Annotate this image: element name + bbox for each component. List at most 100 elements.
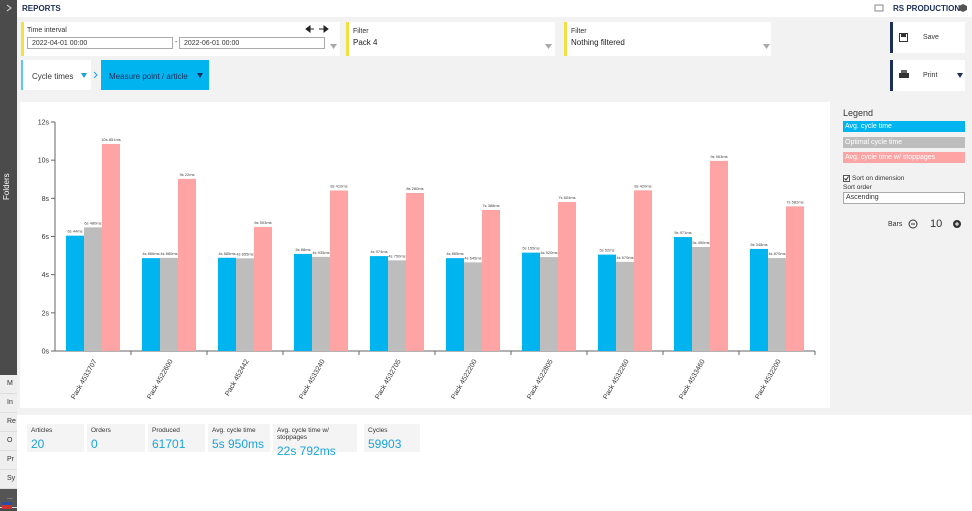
bar xyxy=(558,202,576,351)
bar xyxy=(370,256,388,351)
y-tick-label: 10s xyxy=(38,158,50,165)
decrease-button[interactable] xyxy=(908,219,918,229)
bar xyxy=(464,262,482,351)
print-button[interactable]: Print xyxy=(890,60,965,91)
menu-item[interactable]: Re xyxy=(0,413,17,432)
x-tick-label: Pack 4522600 xyxy=(146,358,174,400)
increase-button[interactable] xyxy=(952,219,962,229)
data-label: 4s 750ms xyxy=(388,253,405,258)
breadcrumb-chevron xyxy=(93,71,98,79)
tab-label: Cycle times xyxy=(32,72,74,81)
data-label: 4s 865ms xyxy=(446,251,463,256)
menu-item[interactable]: Pr xyxy=(0,451,17,470)
bar xyxy=(330,190,348,351)
sidebar-label[interactable]: Folders xyxy=(2,173,11,200)
bar xyxy=(236,258,254,351)
data-label: 4s 645ms xyxy=(464,255,481,260)
date-from[interactable]: 2022-04-01 00:00 xyxy=(27,37,173,49)
data-label: 10s 851ms xyxy=(101,137,121,142)
bar xyxy=(84,227,102,351)
data-label: 5s 155ms xyxy=(522,246,539,251)
bar xyxy=(750,248,768,351)
legend-title: Legend xyxy=(843,108,874,118)
data-label: 4s 870ms xyxy=(768,251,785,256)
sidebar-expand[interactable] xyxy=(4,3,14,13)
data-label: 8s 410ms xyxy=(330,184,347,189)
time-filter: Time interval 2022-04-01 00:00 - 2022-06… xyxy=(21,22,340,56)
data-label: 5s 971ms xyxy=(674,230,691,235)
checkbox[interactable] xyxy=(843,175,850,182)
menu-item[interactable]: Sy xyxy=(0,470,17,489)
bar xyxy=(674,237,692,351)
bar xyxy=(522,252,540,351)
x-tick-label: Pack 4522200 xyxy=(450,358,478,400)
kpi-value: 22s 792ms xyxy=(277,444,336,458)
company-name[interactable]: RS PRODUCTION xyxy=(893,4,961,13)
save-button[interactable]: Save xyxy=(890,22,965,53)
data-label: 4s 974ms xyxy=(370,249,387,254)
y-tick-label: 12s xyxy=(38,120,50,127)
cube-icon[interactable] xyxy=(958,3,968,13)
bars-label: Bars xyxy=(888,221,903,228)
kpi-label: Produced xyxy=(152,427,180,434)
date-to[interactable]: 2022-06-01 00:00 xyxy=(179,37,325,49)
tab-active[interactable]: Measure point / article xyxy=(101,60,209,90)
x-tick-label: Pack 4533707 xyxy=(70,358,98,400)
filter-label: Time interval xyxy=(27,27,67,34)
bar xyxy=(482,210,500,351)
bar xyxy=(254,226,272,351)
menu-item[interactable]: M xyxy=(0,375,17,394)
filter-value: Nothing filtered xyxy=(571,38,625,47)
kpi-tile: Articles 20 xyxy=(27,424,84,452)
kpi-tile: Cycles 59903 xyxy=(364,424,420,452)
sort-order-select[interactable]: Ascending xyxy=(843,192,965,204)
kpi-label: Avg. cycle time xyxy=(212,427,256,434)
filter-box[interactable]: Filter Pack 4 xyxy=(346,22,555,56)
data-label: 5s 52ms xyxy=(599,248,614,253)
legend-item[interactable]: Avg. cycle time xyxy=(843,121,965,132)
x-tick-label: Pack 4532200 xyxy=(754,358,782,400)
kpi-tile: Avg. cycle time 5s 950ms xyxy=(208,424,270,452)
bar xyxy=(768,258,786,351)
data-label: 5s 348ms xyxy=(750,242,767,247)
dropdown-icon xyxy=(81,73,87,78)
data-label: 6s 480ms xyxy=(84,220,101,225)
bar xyxy=(102,143,120,351)
chat-icon[interactable] xyxy=(874,4,884,13)
x-tick-label: Pack 4532260 xyxy=(602,358,630,400)
bar xyxy=(178,178,196,351)
data-label: 4s 670ms xyxy=(616,255,633,260)
legend-item[interactable]: Optimal cycle time xyxy=(843,137,965,148)
menu-item[interactable]: O xyxy=(0,432,17,451)
x-tick-label: Pack 4532705 xyxy=(374,358,402,400)
dropdown-icon xyxy=(957,73,963,78)
tab[interactable]: Cycle times xyxy=(21,60,91,90)
kpi-value: 61701 xyxy=(152,437,186,451)
range-arrows[interactable] xyxy=(305,25,329,34)
legend-item[interactable]: Avg. cycle time w/ stoppages xyxy=(843,152,965,163)
bar xyxy=(616,261,634,351)
kpi-label: Articles xyxy=(31,427,53,434)
kpi-label: Avg. cycle time w/ stoppages xyxy=(277,427,329,441)
flag[interactable] xyxy=(2,502,12,509)
kpi-value: 20 xyxy=(31,437,45,451)
y-tick-label: 2s xyxy=(42,310,50,317)
menu-item[interactable]: In xyxy=(0,394,17,413)
bar xyxy=(446,258,464,351)
bar xyxy=(388,260,406,351)
data-label: 6s 44ms xyxy=(67,229,82,234)
dropdown-icon[interactable] xyxy=(545,44,553,50)
data-label: 4s 880ms xyxy=(160,251,177,256)
button-label: Print xyxy=(923,72,938,79)
bar xyxy=(160,257,178,351)
filter-box[interactable]: Filter Nothing filtered xyxy=(564,22,771,56)
print-icon xyxy=(899,70,909,78)
kpi-value: 59903 xyxy=(368,437,402,451)
dropdown-icon[interactable] xyxy=(763,44,771,50)
sort-order-label: Sort order xyxy=(843,184,872,191)
dropdown-icon[interactable] xyxy=(330,44,338,50)
dropdown-icon xyxy=(197,73,203,78)
data-label: 4s 855ms xyxy=(236,251,253,256)
bar xyxy=(406,192,424,351)
